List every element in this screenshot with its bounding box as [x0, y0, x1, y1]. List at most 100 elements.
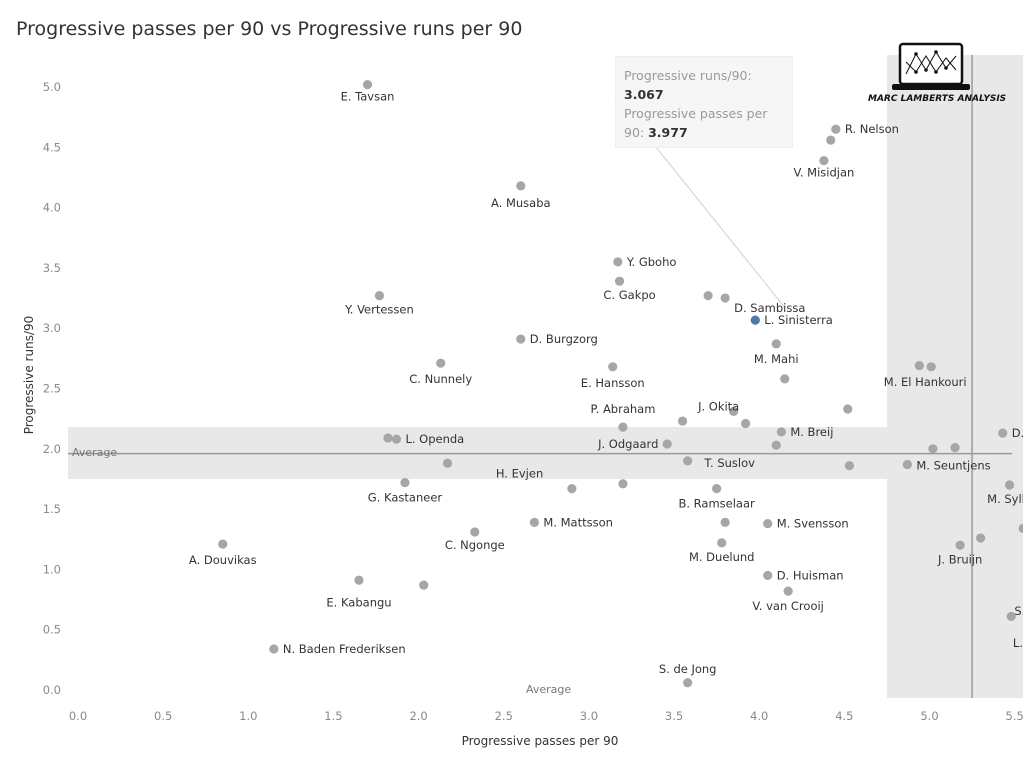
- data-point[interactable]: [362, 79, 373, 90]
- data-point[interactable]: [975, 533, 986, 543]
- data-points: [218, 79, 1023, 688]
- data-point[interactable]: [662, 439, 672, 449]
- point-label: H. Evjen: [496, 466, 543, 480]
- data-point[interactable]: [470, 527, 480, 537]
- y-tick-label: 5.0: [43, 80, 61, 94]
- data-point[interactable]: [269, 644, 279, 654]
- point-label: A. Musaba: [491, 196, 551, 210]
- data-point[interactable]: [844, 461, 855, 471]
- data-point[interactable]: [436, 358, 446, 368]
- data-point[interactable]: [516, 181, 526, 191]
- laptop-chart-icon: [892, 42, 970, 90]
- data-point[interactable]: [383, 433, 393, 443]
- data-point[interactable]: [354, 575, 364, 585]
- point-label: M. Mahi: [754, 352, 799, 366]
- tooltip-value-passes: 3.977: [648, 125, 688, 140]
- data-point[interactable]: [683, 456, 693, 466]
- y-tick-label: 4.0: [43, 201, 61, 215]
- average-x-band: [886, 55, 1023, 698]
- data-point[interactable]: [391, 434, 402, 444]
- data-point[interactable]: [771, 440, 781, 450]
- y-tick-label: 4.5: [43, 140, 61, 154]
- tooltip: Progressive runs/90: 3.067 Progressive p…: [615, 56, 793, 148]
- average-bands: [68, 55, 1023, 698]
- point-label: M. Sylla: [987, 492, 1023, 506]
- y-tick-label: 0.5: [43, 623, 61, 637]
- data-point[interactable]: [516, 334, 526, 344]
- average-lines: [68, 55, 1012, 698]
- data-point[interactable]: [926, 362, 936, 372]
- data-point[interactable]: [608, 362, 618, 372]
- data-point[interactable]: [729, 406, 739, 417]
- point-label: M. Breij: [790, 425, 833, 439]
- data-point[interactable]: [843, 404, 853, 414]
- data-point[interactable]: [780, 374, 790, 384]
- x-axis-ticks: 0.00.51.01.52.02.53.03.54.04.55.05.56.06…: [69, 709, 1023, 723]
- y-tick-label: 1.0: [43, 562, 61, 576]
- data-point[interactable]: [703, 291, 713, 301]
- point-label: S. de Jong: [659, 662, 717, 676]
- y-axis-ticks: 0.0 0.5 1.0 1.5 2.0 2.5 3.0 3.5 4.0 4.5 5.0: [43, 80, 61, 697]
- data-point[interactable]: [950, 442, 960, 453]
- data-point[interactable]: [740, 418, 751, 429]
- data-point[interactable]: [928, 444, 938, 454]
- data-point[interactable]: [419, 580, 429, 590]
- data-point[interactable]: [763, 570, 773, 581]
- point-label: L. Openda: [405, 432, 464, 446]
- data-point[interactable]: [998, 428, 1008, 438]
- point-label: V. Misidjan: [793, 166, 854, 180]
- data-point[interactable]: [1004, 480, 1015, 490]
- point-label: J. Bruijn: [937, 552, 982, 566]
- data-point[interactable]: [750, 315, 760, 325]
- data-point[interactable]: [618, 479, 628, 489]
- x-tick-label: 4.0: [750, 709, 768, 723]
- data-point[interactable]: [819, 155, 829, 166]
- y-tick-label: 1.5: [43, 502, 61, 516]
- chart-title: Progressive passes per 90 vs Progressive…: [16, 18, 523, 40]
- x-tick-label: 1.5: [324, 709, 342, 723]
- data-point[interactable]: [1018, 523, 1023, 533]
- data-point[interactable]: [400, 477, 410, 488]
- data-point[interactable]: [783, 586, 793, 596]
- x-tick-label: 4.5: [835, 709, 853, 723]
- x-tick-label: 3.0: [580, 709, 598, 723]
- data-point[interactable]: [683, 678, 693, 688]
- point-label: J. Okita: [697, 399, 739, 413]
- x-tick-label: 2.0: [409, 709, 427, 723]
- data-point[interactable]: [914, 360, 924, 371]
- data-point[interactable]: [831, 124, 841, 134]
- point-label: M. Mattsson: [543, 515, 613, 529]
- y-axis-label: Progressive runs/90: [22, 316, 36, 435]
- data-point[interactable]: [826, 135, 836, 145]
- x-tick-label: 5.5: [1006, 709, 1023, 723]
- data-point[interactable]: [717, 538, 727, 548]
- data-point[interactable]: [720, 517, 730, 527]
- data-point[interactable]: [218, 539, 228, 549]
- data-point[interactable]: [618, 422, 628, 432]
- y-tick-label: 3.0: [43, 321, 61, 335]
- tooltip-label-passes: Progressive passes per: [624, 106, 768, 121]
- data-point[interactable]: [442, 458, 453, 468]
- point-label: T. Suslov: [703, 456, 755, 470]
- data-point[interactable]: [776, 427, 786, 437]
- data-point[interactable]: [902, 459, 912, 470]
- data-point[interactable]: [613, 257, 623, 267]
- data-point[interactable]: [955, 540, 965, 550]
- data-point[interactable]: [712, 483, 722, 494]
- point-label: E. Tavsan: [341, 90, 395, 104]
- data-point[interactable]: [771, 339, 781, 349]
- data-point[interactable]: [720, 293, 730, 303]
- data-point[interactable]: [567, 483, 577, 494]
- point-label: Y. Gboho: [626, 255, 677, 269]
- point-label: C. Gakpo: [603, 288, 655, 302]
- data-point[interactable]: [614, 276, 625, 286]
- data-point[interactable]: [529, 517, 540, 527]
- data-point[interactable]: [763, 518, 773, 529]
- point-label: N. Baden Frederiksen: [283, 642, 406, 656]
- x-tick-label: 3.5: [665, 709, 683, 723]
- data-point[interactable]: [1006, 611, 1016, 622]
- data-point[interactable]: [677, 416, 688, 426]
- point-label: D. Anderson: [1012, 426, 1023, 440]
- data-point[interactable]: [374, 291, 385, 301]
